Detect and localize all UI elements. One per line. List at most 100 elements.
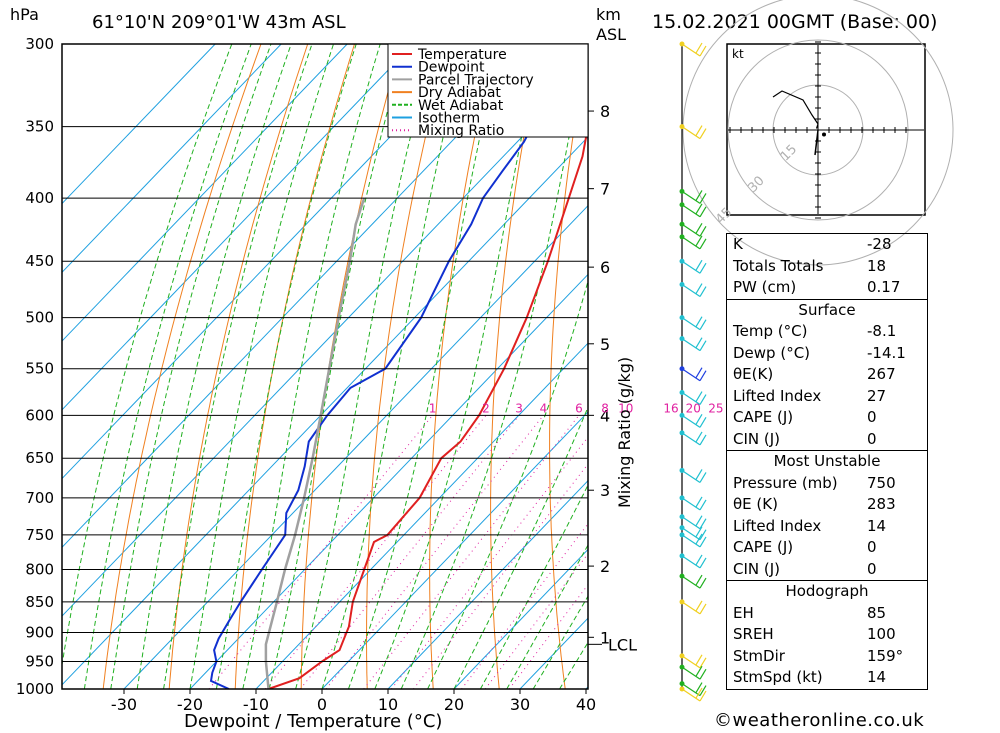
wind-barb-feather xyxy=(695,496,703,508)
surface-index-row: CAPE (J) 0 xyxy=(727,407,927,429)
series-parcel-trajectory xyxy=(264,197,366,689)
wind-barb-feather xyxy=(695,316,703,327)
x-tick-label: 10 xyxy=(378,695,398,714)
mu-index-value: 283 xyxy=(867,495,896,513)
wind-barb xyxy=(681,222,707,237)
x-tick-label: -10 xyxy=(243,695,269,714)
wind-barb xyxy=(681,687,707,702)
wind-barb-shaft xyxy=(681,317,701,331)
surface-index-value: -8.1 xyxy=(867,322,897,340)
mixing-ratio-label: 6 xyxy=(575,401,583,415)
surface-index-label: CIN (J) xyxy=(733,429,781,448)
dry-adiabat-line xyxy=(366,44,449,689)
hodo-index-label: StmSpd (kt) xyxy=(733,668,823,686)
wind-barb-feather xyxy=(699,128,707,139)
wind-barb-shaft xyxy=(681,190,701,204)
wind-barb xyxy=(681,515,707,530)
wind-barb-shaft xyxy=(681,223,701,237)
mixing-ratio-line xyxy=(264,415,487,689)
pressure-tick-label: 500 xyxy=(25,309,54,327)
surface-index-label: Temp (°C) xyxy=(733,322,808,340)
wind-barb-feather xyxy=(699,499,707,511)
wind-barb-feather xyxy=(699,529,707,540)
pressure-tick-label: 450 xyxy=(25,252,54,270)
wind-barb xyxy=(681,533,707,548)
wind-barb-feather xyxy=(695,42,703,54)
km-tick-label: 1 xyxy=(600,628,610,647)
copyright-footer[interactable]: ©weatheronline.co.uk xyxy=(714,710,925,731)
pressure-tick-label: 350 xyxy=(25,118,54,136)
wet-adiabat-line xyxy=(295,44,435,689)
wind-barb xyxy=(681,190,707,204)
wind-barb-feather xyxy=(699,417,707,428)
storm-motion-point xyxy=(822,132,826,137)
km-tick-label: 3 xyxy=(600,481,610,500)
legend-entry: Isotherm xyxy=(418,111,480,127)
surface-index-value: 0 xyxy=(867,408,877,426)
wind-barb xyxy=(681,235,707,250)
wind-barb-shaft xyxy=(681,126,701,140)
wind-barb-feather xyxy=(695,665,703,677)
wind-barb-feather xyxy=(695,259,703,271)
hodo-index-value: 100 xyxy=(867,625,896,643)
mu-index-row: Lifted Index 14 xyxy=(727,516,927,538)
wind-barb-shaft xyxy=(681,601,701,615)
wind-barb-feather xyxy=(699,685,707,696)
dry-adiabat-line xyxy=(168,44,309,689)
hodo-index-label: StmDir xyxy=(733,646,785,665)
storm-motion-vector xyxy=(814,129,819,156)
wind-barb xyxy=(681,574,707,589)
skewt-frame xyxy=(61,43,602,694)
hodo-index-label: EH xyxy=(733,603,754,622)
wet-adiabat-line xyxy=(400,44,588,689)
surface-index-row: Dewp (°C) -14.1 xyxy=(727,343,927,365)
asl-unit-label: ASL xyxy=(596,25,626,44)
wind-barb-feather xyxy=(695,367,703,379)
wind-barb-feather xyxy=(699,394,707,405)
wind-barb-shaft xyxy=(681,338,701,352)
mixing-ratio-label: 3 xyxy=(515,401,523,415)
hodo-index-row: EH 85 xyxy=(727,603,927,625)
wet-adiabat-line xyxy=(374,44,542,689)
x-tick-label: 40 xyxy=(576,695,596,714)
wind-barb-feather xyxy=(699,370,707,382)
hodo-index-row: StmDir 159° xyxy=(727,646,927,668)
index-label: K xyxy=(733,235,743,253)
wet-adiabat-line xyxy=(506,544,588,689)
wind-barb-feather xyxy=(695,414,703,425)
mixing-ratio-label: 8 xyxy=(601,401,609,415)
wet-adiabat-line xyxy=(479,484,588,689)
wind-barb xyxy=(681,367,707,382)
isotherm-line xyxy=(62,44,546,549)
wind-barb-feather xyxy=(695,682,703,693)
pressure-tick-label: 950 xyxy=(25,653,54,671)
mu-index-label: CIN (J) xyxy=(733,559,781,578)
hodograph-trace xyxy=(772,90,819,129)
wind-barb-feather xyxy=(699,434,707,446)
surface-index-label: Dewp (°C) xyxy=(733,343,811,362)
wind-barb-shaft xyxy=(681,516,701,530)
wind-barb xyxy=(681,259,707,274)
isotherm-line xyxy=(62,136,588,686)
wind-barb-feather xyxy=(695,125,703,136)
isotherm-line xyxy=(62,44,282,274)
wind-barb-feather xyxy=(695,469,703,480)
surface-index-row: Temp (°C) -8.1 xyxy=(727,321,927,343)
indices-top-section: K -28 Totals Totals 18 PW (cm) 0.17 xyxy=(727,234,927,299)
km-tick-label: 2 xyxy=(600,557,610,576)
isotherm-line xyxy=(62,44,480,480)
wind-barb-feather xyxy=(699,45,707,57)
series-dewpoint xyxy=(209,47,588,689)
isotherm-line xyxy=(189,273,588,689)
x-tick-label: -20 xyxy=(177,695,203,714)
wet-adiabat-line xyxy=(136,44,292,689)
wind-barb xyxy=(681,469,707,483)
wind-barb-shaft xyxy=(681,368,701,382)
left-unit-label: hPa xyxy=(10,5,39,24)
wind-barb-feather xyxy=(699,319,707,330)
km-unit-label: km xyxy=(596,5,621,24)
wind-barb-feather xyxy=(695,600,703,612)
location-title: 61°10'N 209°01'W 43m ASL xyxy=(92,12,346,33)
wind-barb-feather xyxy=(695,515,703,527)
